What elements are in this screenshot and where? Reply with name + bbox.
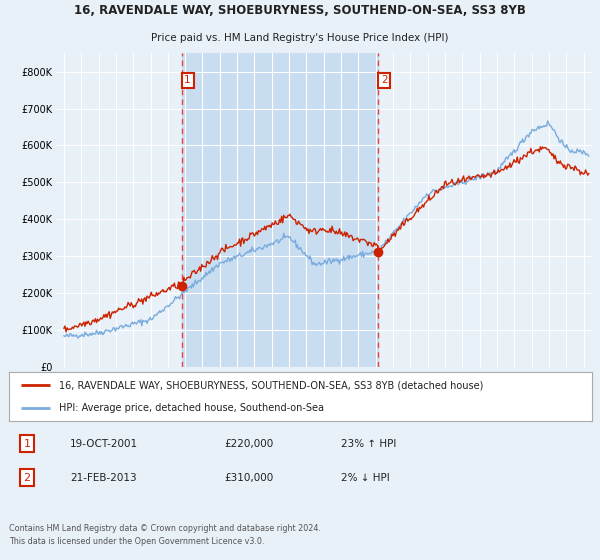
Text: 16, RAVENDALE WAY, SHOEBURYNESS, SOUTHEND-ON-SEA, SS3 8YB: 16, RAVENDALE WAY, SHOEBURYNESS, SOUTHEN… xyxy=(74,4,526,17)
Text: 21-FEB-2013: 21-FEB-2013 xyxy=(70,473,137,483)
Text: Contains HM Land Registry data © Crown copyright and database right 2024.
This d: Contains HM Land Registry data © Crown c… xyxy=(9,524,321,546)
Text: 23% ↑ HPI: 23% ↑ HPI xyxy=(341,438,397,449)
Text: £220,000: £220,000 xyxy=(225,438,274,449)
Text: £310,000: £310,000 xyxy=(225,473,274,483)
Text: HPI: Average price, detached house, Southend-on-Sea: HPI: Average price, detached house, Sout… xyxy=(59,403,323,413)
Text: 2: 2 xyxy=(23,473,31,483)
Text: 16, RAVENDALE WAY, SHOEBURYNESS, SOUTHEND-ON-SEA, SS3 8YB (detached house): 16, RAVENDALE WAY, SHOEBURYNESS, SOUTHEN… xyxy=(59,380,483,390)
Text: 1: 1 xyxy=(184,76,191,85)
Text: 2% ↓ HPI: 2% ↓ HPI xyxy=(341,473,390,483)
Text: 19-OCT-2001: 19-OCT-2001 xyxy=(70,438,139,449)
Text: 2: 2 xyxy=(381,76,388,85)
Text: Price paid vs. HM Land Registry's House Price Index (HPI): Price paid vs. HM Land Registry's House … xyxy=(151,34,449,44)
Bar xyxy=(182,53,378,367)
Text: 1: 1 xyxy=(23,438,31,449)
